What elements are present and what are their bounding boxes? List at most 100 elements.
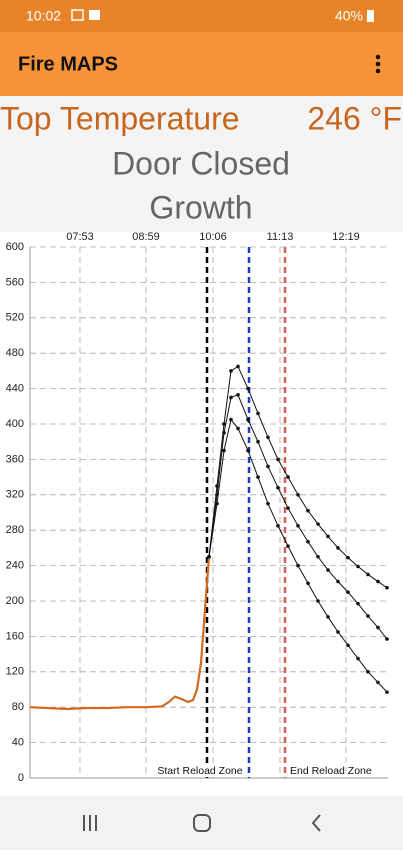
status-icon <box>89 10 100 20</box>
series-point <box>326 568 330 572</box>
series-point <box>346 590 350 594</box>
series-point <box>276 457 280 462</box>
y-tick-label: 160 <box>6 630 24 642</box>
series-point <box>215 501 219 506</box>
header-line: Door Closed <box>112 145 290 181</box>
y-tick-label: 280 <box>6 524 24 536</box>
series-point <box>236 392 240 397</box>
series-point <box>229 417 233 422</box>
series-point <box>336 630 340 634</box>
series-point <box>336 579 340 584</box>
series-point <box>366 572 370 577</box>
series-point <box>376 625 380 630</box>
series-point <box>336 546 340 550</box>
header-temperature: 246 °F <box>307 100 402 136</box>
series-point <box>385 690 389 694</box>
series-point <box>316 554 320 559</box>
series-point <box>229 395 233 400</box>
series-point <box>346 555 350 560</box>
series-point <box>256 439 260 444</box>
series-point <box>276 485 280 490</box>
chart-area <box>0 232 403 796</box>
series-point <box>356 564 360 569</box>
series-point <box>316 599 320 603</box>
series-point <box>246 386 250 391</box>
reload-label: End Reload Zone <box>290 765 372 777</box>
x-tick-label: 12:19 <box>332 231 360 243</box>
app-title: Fire MAPS <box>18 53 118 75</box>
header-label: Top Temperature <box>0 100 240 136</box>
y-tick-label: 480 <box>6 347 24 359</box>
y-tick-label: 560 <box>6 276 24 288</box>
series-point <box>246 417 250 422</box>
header-line: Growth <box>149 189 252 225</box>
series-line <box>29 556 211 711</box>
x-tick-label: 11:13 <box>267 231 294 243</box>
series-point <box>266 464 270 469</box>
series-point <box>222 448 226 453</box>
series-point <box>286 544 290 548</box>
nav-buttons[interactable] <box>83 814 321 832</box>
series-point <box>266 435 270 440</box>
y-tick-label: 120 <box>6 666 24 678</box>
series-point <box>286 506 290 510</box>
nav-bar <box>0 796 403 850</box>
reload-label: Start Reload Zone <box>157 765 242 777</box>
series-point <box>385 637 389 641</box>
series-point <box>222 431 226 435</box>
y-tick-label: 400 <box>6 418 24 430</box>
series-point <box>316 522 320 526</box>
series-point <box>306 539 310 544</box>
menu-button[interactable] <box>375 54 381 74</box>
series-point <box>296 563 300 568</box>
series-point <box>326 534 330 539</box>
app-bar <box>0 32 403 96</box>
series-point <box>356 656 360 661</box>
series-point <box>229 369 233 373</box>
series-point <box>246 448 250 453</box>
x-tick-label: 08:59 <box>132 231 160 243</box>
series-point <box>385 585 389 590</box>
y-tick-label: 360 <box>6 453 24 465</box>
series-point <box>356 601 360 606</box>
series-point <box>346 643 350 648</box>
status-time: 10:02 <box>26 8 61 24</box>
series-point <box>256 411 260 416</box>
status-bar <box>0 0 403 32</box>
series-point <box>286 475 290 479</box>
x-tick-label: 07:53 <box>66 231 94 243</box>
series-point <box>296 493 300 497</box>
series-point <box>376 680 380 685</box>
series-point <box>266 501 270 506</box>
battery-icon <box>367 10 374 22</box>
y-tick-label: 600 <box>6 241 24 253</box>
y-tick-label: 200 <box>6 595 24 607</box>
y-tick-label: 320 <box>6 489 24 501</box>
status-battery: 40% <box>335 8 363 24</box>
series-point <box>376 579 380 584</box>
y-tick-label: 0 <box>18 772 24 784</box>
series-point <box>306 508 310 513</box>
series-point <box>366 670 370 674</box>
series-point <box>207 554 211 559</box>
y-tick-label: 80 <box>12 701 24 713</box>
series-point <box>276 523 280 528</box>
series-line <box>208 418 388 693</box>
y-tick-label: 240 <box>6 560 24 572</box>
series-point <box>256 475 260 479</box>
series-point <box>306 581 310 586</box>
y-tick-label: 520 <box>6 312 24 324</box>
status-icon <box>71 9 84 21</box>
series-point <box>222 422 226 426</box>
chart: 0 40 80 120 160 200 240 280 320 360 400 440 480 520 56… <box>6 231 389 784</box>
series-point <box>236 364 240 369</box>
x-tick-label: 10:06 <box>199 231 227 243</box>
y-tick-label: 40 <box>12 737 24 749</box>
header <box>0 96 403 232</box>
series-point <box>296 523 300 528</box>
series-point <box>366 614 370 618</box>
series-point <box>326 615 330 619</box>
series-point <box>236 426 240 431</box>
